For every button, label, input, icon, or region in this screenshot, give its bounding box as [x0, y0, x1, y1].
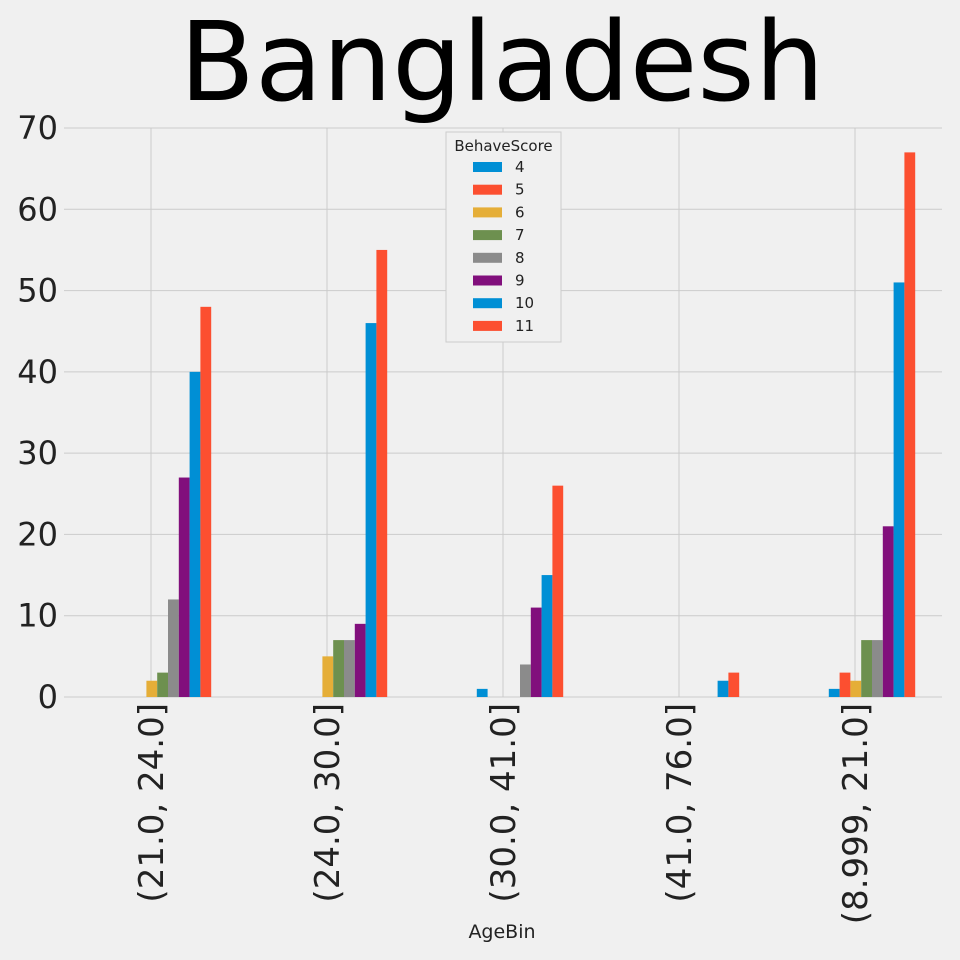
bar [717, 680, 729, 697]
bar [893, 282, 905, 697]
x-tick-label: (8.999, 21.0] [836, 703, 876, 924]
bar [178, 477, 190, 697]
legend-label: 10 [515, 294, 534, 312]
x-tick-label: (30.0, 41.0] [484, 703, 524, 903]
legend-swatch [473, 252, 502, 263]
bar [828, 688, 840, 697]
x-tick-label: (41.0, 76.0] [660, 703, 700, 903]
legend-box [445, 131, 562, 343]
y-tick-label: 20 [17, 515, 58, 553]
legend-swatch [473, 298, 502, 309]
bar [904, 152, 916, 697]
bar [200, 306, 212, 697]
y-tick-label: 70 [17, 109, 58, 147]
legend-swatch [473, 230, 502, 241]
bar [365, 323, 377, 697]
y-tick-label: 60 [17, 190, 58, 228]
y-axis-ticks: 0 10 20 30 40 50 60 70 [17, 109, 58, 716]
legend-swatch [473, 162, 502, 172]
bar [839, 672, 851, 697]
y-tick-label: 10 [17, 597, 58, 635]
bar [872, 640, 883, 697]
bars [146, 152, 916, 697]
bar [728, 672, 740, 697]
bar [850, 680, 862, 697]
bar [552, 485, 564, 697]
bar [861, 640, 872, 697]
y-tick-label: 30 [17, 434, 58, 472]
legend-swatch [473, 320, 502, 331]
legend: BehaveScore 4 5 6 7 8 9 10 11 [445, 131, 562, 343]
legend-label: 11 [515, 317, 534, 335]
legend-label: 9 [515, 272, 525, 290]
x-tick-label: (21.0, 24.0] [132, 703, 172, 903]
bar [322, 656, 334, 697]
bar [520, 664, 531, 697]
legend-title: BehaveScore [454, 137, 552, 155]
bar [882, 526, 894, 697]
bar [146, 680, 158, 697]
legend-label: 4 [515, 158, 525, 176]
legend-label: 7 [515, 226, 525, 244]
chart-title: Bangladesh [180, 0, 825, 126]
bar [344, 640, 355, 697]
y-tick-label: 50 [17, 272, 58, 310]
bar [189, 371, 201, 697]
legend-items: 4 5 6 7 8 9 10 11 [473, 158, 534, 335]
bar [530, 607, 542, 697]
legend-swatch [473, 184, 502, 195]
bar [376, 249, 388, 697]
x-tick-label: (24.0, 30.0] [308, 703, 348, 903]
legend-label: 6 [515, 203, 525, 221]
bar [476, 688, 488, 697]
y-tick-label: 0 [38, 678, 58, 716]
bar [541, 575, 553, 697]
legend-label: 5 [515, 181, 525, 199]
x-axis-ticks: (21.0, 24.0] (24.0, 30.0] (30.0, 41.0] (41.… [132, 703, 876, 924]
bar [333, 640, 344, 697]
y-tick-label: 40 [17, 353, 58, 391]
bar [157, 672, 168, 697]
legend-label: 8 [515, 249, 525, 267]
legend-swatch [473, 275, 502, 286]
x-axis-label: AgeBin [468, 921, 535, 943]
bar [168, 599, 179, 697]
legend-swatch [473, 207, 502, 218]
bar [354, 623, 366, 697]
